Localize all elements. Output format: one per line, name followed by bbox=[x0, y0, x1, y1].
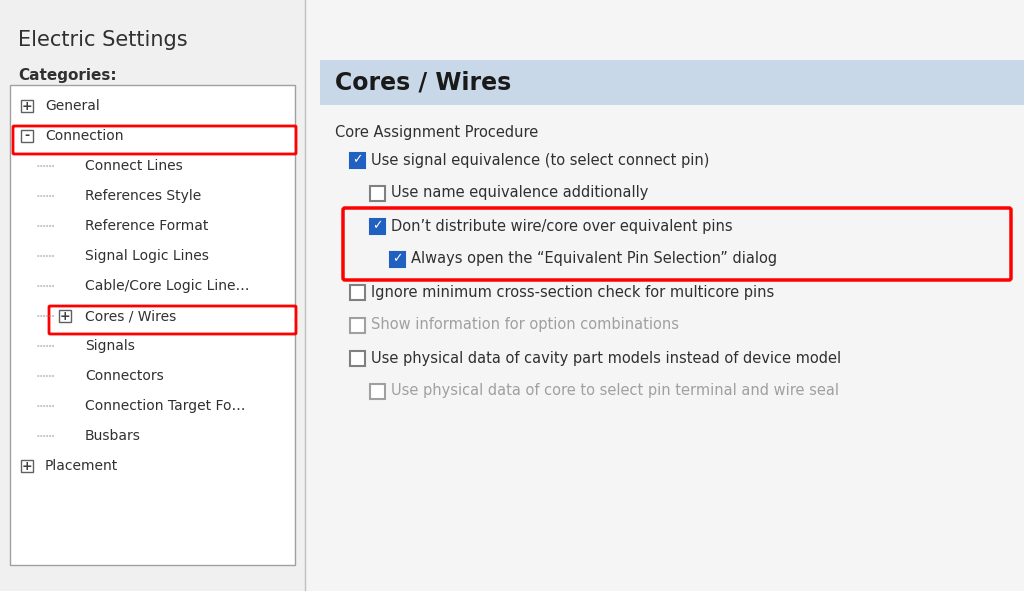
Text: Connection: Connection bbox=[45, 129, 124, 143]
Bar bbox=[350, 152, 365, 167]
Bar bbox=[390, 252, 406, 267]
Bar bbox=[22, 460, 33, 472]
Text: Cores / Wires: Cores / Wires bbox=[335, 71, 511, 95]
Bar bbox=[0, 0, 305, 591]
Text: -: - bbox=[25, 129, 30, 142]
Text: Connectors: Connectors bbox=[85, 369, 164, 383]
Text: Ignore minimum cross-section check for multicore pins: Ignore minimum cross-section check for m… bbox=[371, 284, 774, 300]
Text: General: General bbox=[45, 99, 99, 113]
Bar bbox=[370, 186, 385, 200]
Text: Core Assignment Procedure: Core Assignment Procedure bbox=[335, 125, 539, 140]
Bar bbox=[10, 85, 295, 565]
Text: Always open the “Equivalent Pin Selection” dialog: Always open the “Equivalent Pin Selectio… bbox=[411, 252, 777, 267]
Text: +: + bbox=[22, 99, 33, 112]
Bar bbox=[350, 284, 365, 300]
Text: ✓: ✓ bbox=[392, 252, 402, 265]
Text: Connection Target Fo…: Connection Target Fo… bbox=[85, 399, 246, 413]
Text: +: + bbox=[59, 310, 71, 323]
Text: +: + bbox=[22, 459, 33, 472]
Bar bbox=[22, 100, 33, 112]
Text: Busbars: Busbars bbox=[85, 429, 141, 443]
Text: Signal Logic Lines: Signal Logic Lines bbox=[85, 249, 209, 263]
Bar bbox=[22, 130, 33, 142]
Text: ✓: ✓ bbox=[352, 154, 362, 167]
Bar bbox=[370, 219, 385, 233]
Text: Use signal equivalence (to select connect pin): Use signal equivalence (to select connec… bbox=[371, 152, 710, 167]
Bar bbox=[350, 350, 365, 365]
Text: Reference Format: Reference Format bbox=[85, 219, 208, 233]
Text: Don’t distribute wire/core over equivalent pins: Don’t distribute wire/core over equivale… bbox=[391, 219, 732, 233]
Bar bbox=[370, 384, 385, 398]
Text: Signals: Signals bbox=[85, 339, 135, 353]
Text: Show information for option combinations: Show information for option combinations bbox=[371, 317, 679, 333]
Text: Electric Settings: Electric Settings bbox=[18, 30, 187, 50]
Text: Use name equivalence additionally: Use name equivalence additionally bbox=[391, 186, 648, 200]
Text: Cable/Core Logic Line…: Cable/Core Logic Line… bbox=[85, 279, 250, 293]
Text: References Style: References Style bbox=[85, 189, 202, 203]
Text: ✓: ✓ bbox=[373, 219, 383, 232]
Text: Categories:: Categories: bbox=[18, 68, 117, 83]
Bar bbox=[305, 0, 1024, 591]
Text: Connect Lines: Connect Lines bbox=[85, 159, 182, 173]
Text: Cores / Wires: Cores / Wires bbox=[85, 309, 176, 323]
Bar bbox=[59, 310, 71, 322]
Bar bbox=[350, 317, 365, 333]
Text: Use physical data of cavity part models instead of device model: Use physical data of cavity part models … bbox=[371, 350, 841, 365]
Text: Placement: Placement bbox=[45, 459, 118, 473]
Bar bbox=[319, 60, 1024, 105]
Text: Use physical data of core to select pin terminal and wire seal: Use physical data of core to select pin … bbox=[391, 384, 839, 398]
